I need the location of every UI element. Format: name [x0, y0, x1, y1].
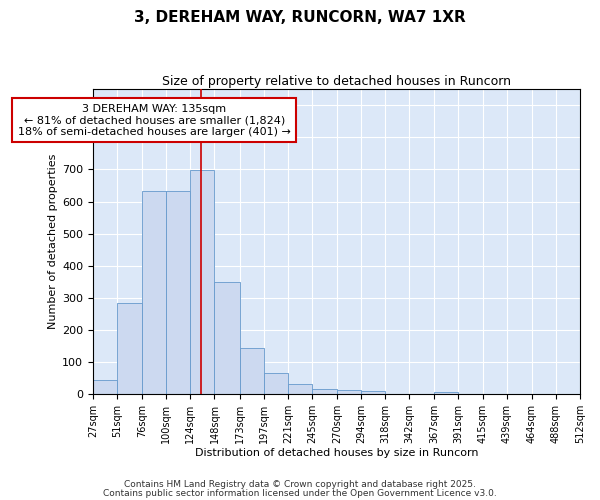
Bar	[93, 380, 117, 394]
Bar	[263, 372, 288, 394]
Y-axis label: Number of detached properties: Number of detached properties	[48, 154, 58, 330]
Bar	[361, 391, 385, 394]
Text: 3 DEREHAM WAY: 135sqm
← 81% of detached houses are smaller (1,824)
18% of semi-d: 3 DEREHAM WAY: 135sqm ← 81% of detached …	[18, 104, 290, 137]
Text: Contains HM Land Registry data © Crown copyright and database right 2025.: Contains HM Land Registry data © Crown c…	[124, 480, 476, 489]
Bar	[337, 390, 361, 394]
Bar	[166, 192, 190, 394]
Title: Size of property relative to detached houses in Runcorn: Size of property relative to detached ho…	[162, 75, 511, 88]
Text: Contains public sector information licensed under the Open Government Licence v3: Contains public sector information licen…	[103, 488, 497, 498]
Bar	[312, 390, 337, 394]
Bar	[434, 392, 458, 394]
Text: 3, DEREHAM WAY, RUNCORN, WA7 1XR: 3, DEREHAM WAY, RUNCORN, WA7 1XR	[134, 10, 466, 25]
Bar	[142, 192, 166, 394]
Bar	[214, 282, 239, 394]
Bar	[117, 302, 142, 394]
Bar	[288, 384, 312, 394]
Bar	[239, 348, 263, 394]
X-axis label: Distribution of detached houses by size in Runcorn: Distribution of detached houses by size …	[195, 448, 478, 458]
Bar	[190, 170, 214, 394]
